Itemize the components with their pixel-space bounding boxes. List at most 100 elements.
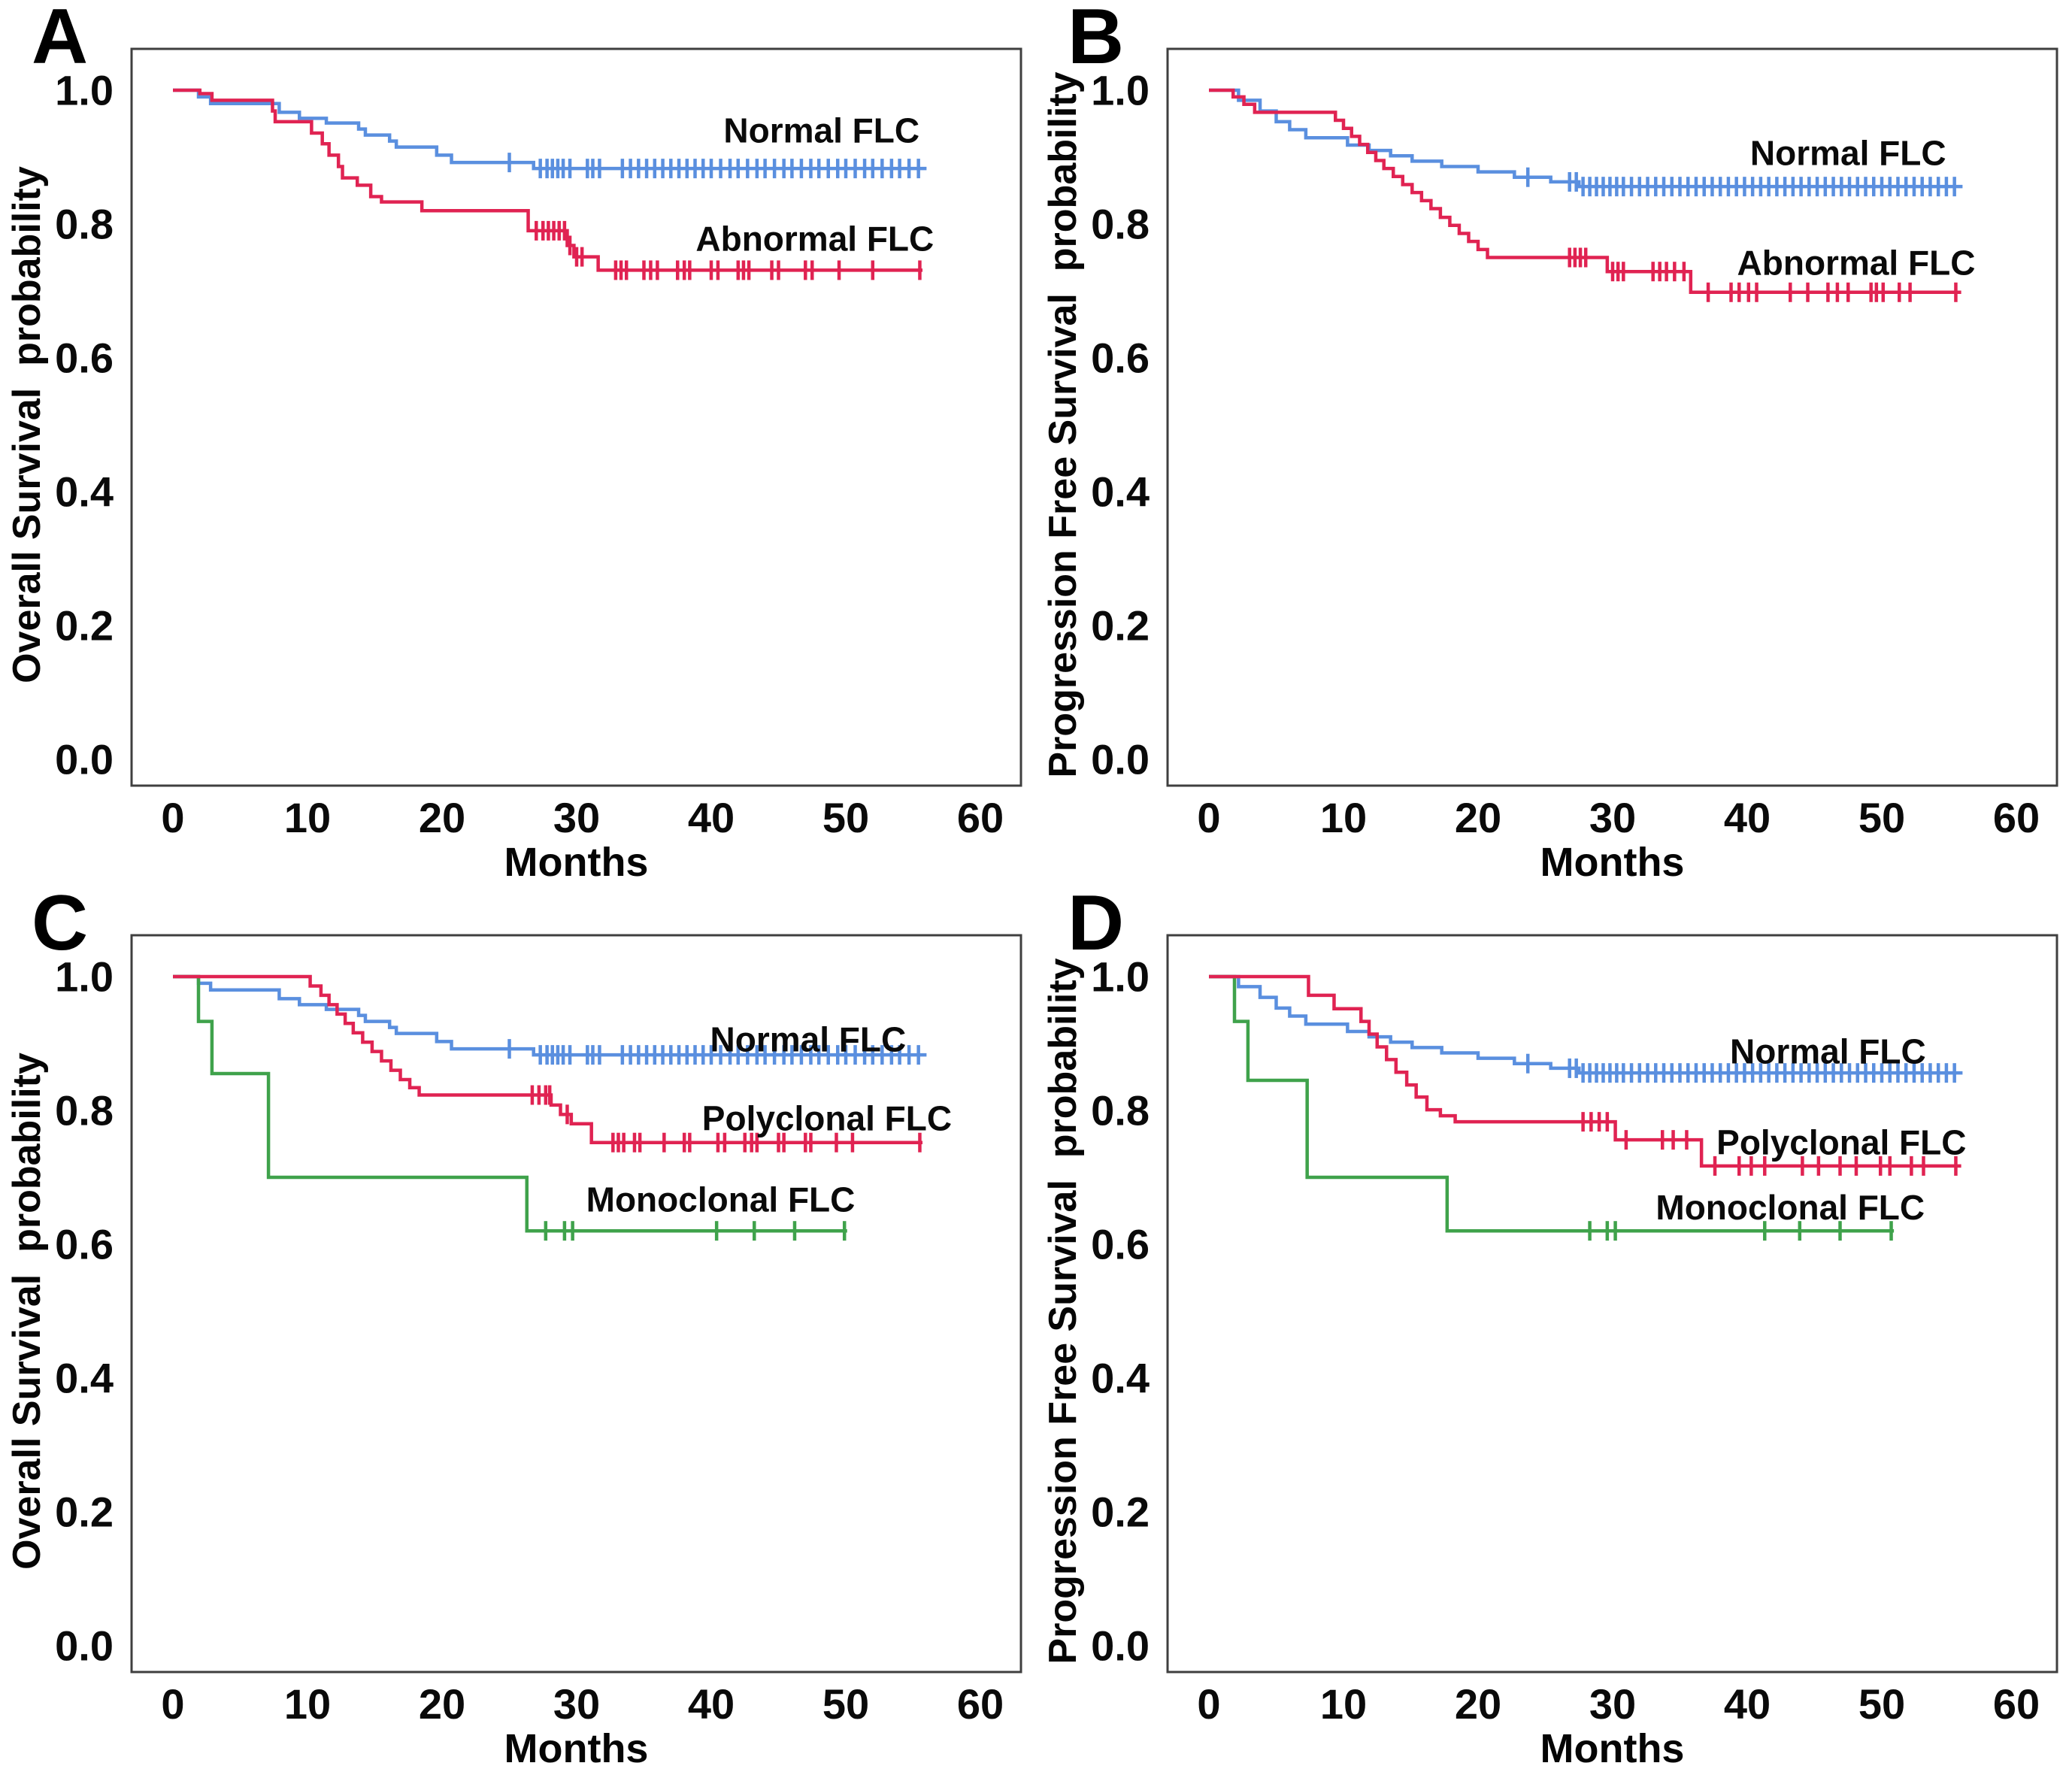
- x-tick-label: 60: [957, 1680, 1004, 1728]
- polyclonal-flc-curve: [173, 974, 923, 1144]
- y-tick-label: 0.4: [1091, 1355, 1150, 1402]
- panel-letter-c: C: [32, 880, 89, 967]
- panel-d: D Progression Free Survival probability …: [1036, 880, 2072, 1772]
- x-tick-label: 20: [1455, 1680, 1501, 1728]
- normal-flc-curve: [173, 974, 927, 1057]
- panel-a: A Overall Survival probability 1.0 0.8 0.6…: [0, 0, 1036, 886]
- y-tick-label: 0.4: [55, 1355, 114, 1402]
- y-tick-label: 0.4: [1091, 468, 1150, 516]
- normal-flc-censor-marks: [1525, 1053, 1956, 1083]
- x-tick-label: 20: [419, 1680, 465, 1728]
- x-axis-title-d: Months: [1540, 1726, 1685, 1771]
- normal-flc-censor-marks: [507, 1039, 920, 1065]
- polyclonal-flc-label: Polyclonal FLC: [1716, 1123, 1966, 1162]
- x-tick-label: 60: [957, 794, 1004, 841]
- y-axis-title-a: Overall Survival probability: [5, 166, 49, 683]
- x-tick-label: 40: [688, 794, 735, 841]
- x-tick-label: 20: [1455, 794, 1501, 841]
- x-tick-label: 0: [161, 1680, 184, 1728]
- abnormal-flc-label: Abnormal FLC: [1737, 244, 1976, 283]
- normal-flc-label: Normal FLC: [1730, 1032, 1926, 1071]
- x-tick-label: 10: [1320, 1680, 1367, 1728]
- x-tick-label: 50: [1858, 1680, 1905, 1728]
- y-tick-label: 0.0: [1091, 736, 1150, 783]
- y-tick-label: 0.8: [1091, 201, 1150, 248]
- x-tick-label: 60: [1993, 1680, 2040, 1728]
- km-plot-d: 1.0 0.8 0.6 0.4 0.2 0.0 0 10 20 30 40 50 60 Normal FL…: [1091, 934, 2058, 1728]
- y-tick-label: 0.2: [1091, 1489, 1150, 1536]
- x-tick-label: 20: [419, 794, 465, 841]
- x-tick-label: 0: [1197, 794, 1220, 841]
- normal-flc-censor-marks: [1525, 167, 1956, 197]
- y-tick-label: 0.2: [1091, 602, 1150, 650]
- x-tick-label: 50: [822, 1680, 869, 1728]
- abnormal-flc-curve: [1209, 88, 1961, 295]
- y-tick-label: 0.6: [55, 335, 114, 382]
- normal-flc-curve: [173, 88, 927, 171]
- x-tick-label: 60: [1993, 794, 2040, 841]
- x-tick-label: 0: [1197, 1680, 1220, 1728]
- panel-letter-d: D: [1068, 880, 1125, 967]
- y-tick-label: 1.0: [55, 953, 114, 1001]
- y-axis-title-b: Progression Free Survival probability: [1041, 71, 1085, 778]
- km-plot-c: 1.0 0.8 0.6 0.4 0.2 0.0 0 10 20 30 40 50 60 Normal FL…: [55, 934, 1022, 1728]
- plot-border: [130, 934, 1022, 1674]
- km-plot-b: 1.0 0.8 0.6 0.4 0.2 0.0 0 10 20 30 40 50 60 Normal FL…: [1091, 47, 2058, 841]
- y-tick-label: 0.8: [1091, 1087, 1150, 1134]
- x-axis-title-b: Months: [1540, 840, 1685, 885]
- panel-letter-b: B: [1068, 0, 1125, 80]
- monoclonal-flc-label: Monoclonal FLC: [1655, 1188, 1925, 1227]
- polyclonal-flc-label: Polyclonal FLC: [702, 1099, 952, 1138]
- x-tick-label: 30: [553, 1680, 600, 1728]
- y-tick-label: 1.0: [55, 67, 114, 114]
- normal-flc-curve: [1209, 974, 1963, 1075]
- y-tick-label: 1.0: [1091, 953, 1150, 1001]
- monoclonal-flc-censor-marks: [544, 1221, 847, 1241]
- abnormal-flc-curve: [173, 88, 923, 272]
- normal-flc-label: Normal FLC: [1750, 134, 1946, 173]
- y-tick-label: 0.0: [1091, 1622, 1150, 1670]
- plot-border: [130, 47, 1022, 787]
- panel-b: B Progression Free Survival probability …: [1036, 0, 2072, 886]
- polyclonal-flc-censor-marks: [1581, 1112, 1958, 1176]
- polyclonal-flc-censor-marks: [530, 1085, 922, 1153]
- monoclonal-flc-censor-marks: [1588, 1221, 1893, 1241]
- x-tick-label: 30: [1589, 794, 1636, 841]
- x-tick-label: 40: [688, 1680, 735, 1728]
- x-tick-label: 50: [1858, 794, 1905, 841]
- normal-flc-label: Normal FLC: [710, 1020, 907, 1059]
- abnormal-flc-censor-marks: [535, 220, 922, 280]
- y-tick-label: 0.0: [55, 736, 114, 783]
- x-tick-label: 30: [1589, 1680, 1636, 1728]
- x-axis-title-a: Months: [504, 840, 649, 885]
- panel-letter-a: A: [32, 0, 89, 80]
- polyclonal-flc-curve: [1209, 974, 1961, 1168]
- km-plot-a: 1.0 0.8 0.6 0.4 0.2 0.0 0 10 20 30 40 50 60 Normal FL…: [55, 47, 1022, 841]
- x-tick-label: 10: [284, 794, 331, 841]
- y-tick-label: 0.2: [55, 1489, 114, 1536]
- plot-border: [1166, 934, 2058, 1674]
- x-tick-label: 0: [161, 794, 184, 841]
- y-tick-label: 0.8: [55, 1087, 114, 1134]
- normal-flc-censor-marks: [507, 153, 920, 179]
- y-tick-label: 0.6: [55, 1221, 114, 1268]
- abnormal-flc-label: Abnormal FLC: [695, 220, 934, 259]
- monoclonal-flc-curve: [1209, 974, 1895, 1233]
- x-tick-label: 30: [553, 794, 600, 841]
- y-tick-label: 0.0: [55, 1622, 114, 1670]
- x-tick-label: 40: [1724, 1680, 1771, 1728]
- x-tick-label: 10: [284, 1680, 331, 1728]
- panel-c: C Overall Survival probability 1.0 0.8 0.6…: [0, 880, 1036, 1772]
- monoclonal-flc-curve: [173, 974, 847, 1233]
- y-axis-title-d: Progression Free Survival probability: [1041, 958, 1085, 1664]
- y-tick-label: 0.6: [1091, 1221, 1150, 1268]
- x-tick-label: 10: [1320, 794, 1367, 841]
- y-tick-label: 0.8: [55, 201, 114, 248]
- y-axis-title-c: Overall Survival probability: [5, 1053, 49, 1570]
- y-tick-label: 0.6: [1091, 335, 1150, 382]
- plot-border: [1166, 47, 2058, 787]
- y-tick-label: 0.4: [55, 468, 114, 516]
- x-axis-title-c: Months: [504, 1726, 649, 1771]
- x-tick-label: 40: [1724, 794, 1771, 841]
